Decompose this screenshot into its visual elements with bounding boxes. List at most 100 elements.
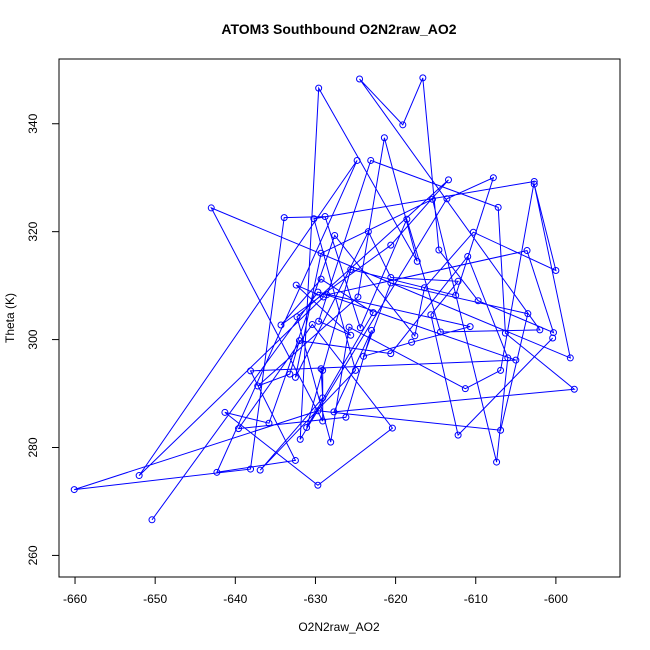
y-tick-label: 280 <box>26 437 40 457</box>
data-point <box>443 195 451 203</box>
data-point <box>303 424 311 432</box>
data-point <box>213 468 221 476</box>
data-point <box>323 291 331 299</box>
data-point <box>501 329 509 337</box>
data-point <box>380 134 388 142</box>
x-tick-label: -620 <box>384 592 408 606</box>
data-point <box>428 195 436 203</box>
data-point <box>387 241 395 249</box>
data-point <box>469 228 477 236</box>
data-point <box>330 408 338 416</box>
data-point <box>530 180 538 188</box>
data-point <box>295 337 303 345</box>
series-lines <box>74 77 576 521</box>
data-point <box>356 324 364 332</box>
data-point <box>310 215 318 223</box>
x-tick-label: -600 <box>544 592 568 606</box>
x-tick-label: -650 <box>143 592 167 606</box>
data-point <box>277 321 285 329</box>
data-point <box>364 228 372 236</box>
data-point <box>347 331 355 339</box>
data-point <box>265 419 273 427</box>
data-point <box>315 84 323 92</box>
y-axis: 260 280 300 320 340 <box>26 113 60 565</box>
data-point <box>444 176 452 184</box>
data-point <box>254 382 262 390</box>
data-point <box>413 257 421 265</box>
data-point <box>331 231 339 239</box>
data-point <box>523 247 531 255</box>
data-point <box>247 367 255 375</box>
x-tick-label: -640 <box>223 592 247 606</box>
data-point <box>319 394 327 402</box>
data-point <box>291 456 299 464</box>
data-point <box>235 425 243 433</box>
data-point <box>280 214 288 222</box>
data-point <box>504 354 512 362</box>
data-point <box>419 74 427 82</box>
data-point <box>286 370 294 378</box>
data-point <box>360 352 368 360</box>
data-point <box>319 417 327 425</box>
data-point <box>408 338 416 346</box>
data-point <box>549 334 557 342</box>
data-point <box>387 350 395 358</box>
data-point <box>474 297 482 305</box>
data-point <box>345 323 353 331</box>
y-tick-label: 300 <box>26 329 40 349</box>
data-point <box>436 328 444 336</box>
x-tick-label: -630 <box>303 592 327 606</box>
data-point <box>296 435 304 443</box>
data-point <box>524 310 532 318</box>
data-point <box>427 311 435 319</box>
y-tick-label: 340 <box>26 113 40 133</box>
data-point <box>221 408 229 416</box>
data-point <box>570 385 578 393</box>
series-line <box>74 77 576 521</box>
data-point <box>454 431 462 439</box>
data-point <box>566 354 574 362</box>
data-point <box>493 458 501 466</box>
y-axis-label: Theta (K) <box>3 293 17 343</box>
data-point <box>420 284 428 292</box>
data-point <box>549 329 557 337</box>
data-point <box>342 413 350 421</box>
data-point <box>466 323 474 331</box>
data-point <box>399 121 407 129</box>
data-point <box>368 326 376 334</box>
data-point <box>403 215 411 223</box>
x-tick-label: -660 <box>63 592 87 606</box>
data-point <box>536 326 544 334</box>
data-point <box>314 407 322 415</box>
data-point <box>327 438 335 446</box>
data-point <box>319 366 327 374</box>
x-axis: -660 -650 -640 -630 -620 -610 -600 <box>63 576 568 606</box>
data-point <box>356 75 364 83</box>
data-point <box>354 293 362 301</box>
data-point <box>512 356 520 364</box>
data-point <box>387 274 395 282</box>
data-point <box>388 424 396 432</box>
data-point <box>369 309 377 317</box>
data-point <box>256 466 264 474</box>
data-point <box>497 426 505 434</box>
data-point <box>314 288 322 296</box>
data-point <box>247 465 255 473</box>
data-point <box>135 472 143 480</box>
chart-title: ATOM3 Southbound O2N2raw_AO2 <box>221 21 456 37</box>
data-point <box>461 385 469 393</box>
data-point <box>530 177 538 185</box>
data-point <box>367 156 375 164</box>
data-point <box>497 366 505 374</box>
data-point <box>314 481 322 489</box>
plot-frame <box>58 58 621 578</box>
data-point <box>387 279 395 287</box>
y-tick-label: 260 <box>26 545 40 565</box>
data-point <box>317 275 325 283</box>
x-axis-label: O2N2raw_AO2 <box>298 620 380 634</box>
data-point <box>293 313 301 321</box>
data-point <box>148 516 156 524</box>
data-point <box>411 332 419 340</box>
data-point <box>464 252 472 260</box>
